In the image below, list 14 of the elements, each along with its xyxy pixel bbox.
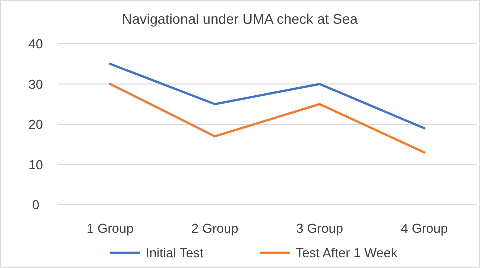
y-tick-label: 30 bbox=[28, 76, 44, 92]
legend-label: Initial Test bbox=[146, 246, 204, 261]
x-tick-label: 3 Group bbox=[296, 221, 344, 236]
y-tick-label: 0 bbox=[32, 198, 40, 213]
x-tick-label: 1 Group bbox=[86, 221, 134, 236]
y-tick-label: 20 bbox=[28, 117, 44, 132]
y-tick-label: 40 bbox=[28, 36, 44, 52]
line-series bbox=[109, 83, 426, 154]
x-tick-label: 4 Group bbox=[401, 221, 448, 236]
legend-label: Test After 1 Week bbox=[296, 246, 398, 261]
line-series bbox=[109, 63, 426, 130]
chart-title: Navigational under UMA check at Sea bbox=[122, 11, 358, 27]
y-tick-label: 10 bbox=[28, 157, 44, 172]
x-tick-label: 2 Group bbox=[192, 221, 239, 236]
